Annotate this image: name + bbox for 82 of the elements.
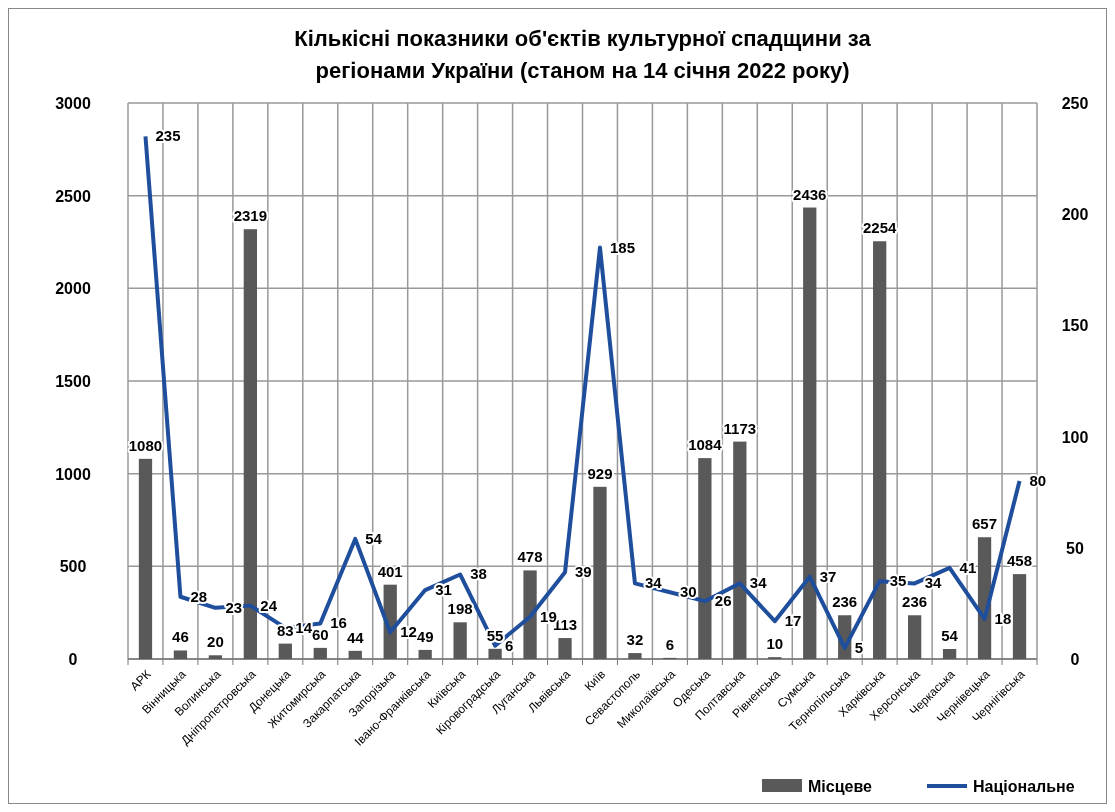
data-label: 16 [330,614,347,632]
data-label: 6 [505,636,514,654]
y-tick-label: 2500 [55,187,91,205]
y2-tick-label: 100 [1061,428,1089,446]
bar [313,647,327,659]
bar [278,643,292,659]
data-label: 1080 [128,436,163,454]
data-label: 185 [609,238,636,256]
data-label: 80 [1029,472,1047,490]
data-label: 24 [260,596,278,614]
data-label: 236 [902,593,928,611]
data-label: 34 [924,574,942,592]
data-label: 236 [832,593,858,611]
bar [208,655,223,659]
bar [173,650,188,659]
data-label: 39 [575,563,592,581]
y2-tick-label: 200 [1061,206,1089,224]
y-tick-label: 0 [68,651,78,668]
bar [942,648,957,659]
data-label: 2319 [233,207,268,225]
y-tick-label: 3000 [55,95,91,112]
bar [243,229,258,659]
data-label: 12 [400,623,417,641]
y-tick-label: 1000 [55,465,91,483]
data-label: 235 [155,127,181,145]
y2-tick-label: 50 [1066,539,1084,557]
data-label: 10 [766,635,784,653]
data-label: 2254 [862,219,898,237]
data-label: 49 [416,627,434,645]
data-label: 31 [435,581,452,599]
bar [803,207,817,659]
data-label: 32 [626,631,644,649]
data-label: 929 [587,464,613,482]
legend-label: Місцеве [808,778,873,795]
data-label: 37 [819,567,837,585]
data-label: 2436 [793,185,827,203]
data-label: 6 [665,635,675,653]
bar [348,650,362,659]
data-label: 41 [959,558,977,576]
data-label: 20 [207,633,224,651]
bar [418,649,432,659]
data-label: 657 [972,515,998,533]
bar [593,486,607,659]
data-label: 17 [784,612,802,630]
data-label: 5 [854,638,864,656]
bar [523,570,537,659]
bar [628,653,642,659]
y2-tick-label: 250 [1061,95,1089,112]
y2-tick-label: 150 [1061,317,1089,335]
bar [698,458,712,659]
bar [1012,574,1027,659]
data-label: 198 [447,600,473,618]
data-label: 23 [225,598,243,616]
bar [453,622,467,659]
bar [558,638,572,659]
data-label: 44 [346,628,365,646]
data-label: 458 [1007,552,1033,570]
data-label: 478 [517,548,543,566]
data-label: 1173 [723,419,757,437]
bar [873,241,887,659]
bar [488,648,502,659]
y-tick-label: 1500 [55,373,91,390]
data-label: 401 [377,562,403,580]
data-label: 34 [644,574,663,592]
data-label: 18 [994,609,1012,627]
bar [138,458,153,659]
data-label: 54 [365,529,383,547]
y-tick-label: 500 [59,558,87,576]
data-label: 1084 [688,436,723,454]
data-label: 34 [749,574,768,592]
data-label: 46 [172,628,189,646]
chart-title: Кількісні показники об'єктів культурної спадщини за регіонами України (станом на 14 січня 2022 року) [294,26,872,83]
legend-label: Національне [973,778,1075,795]
data-label: 38 [470,565,487,583]
bar [907,615,922,659]
data-label: 26 [714,592,732,610]
bar [733,441,747,659]
data-label: 35 [889,572,907,590]
data-label: 28 [190,587,208,605]
y2-tick-label: 0 [1070,651,1080,668]
y-tick-label: 2000 [55,280,91,298]
data-label: 54 [941,626,959,644]
